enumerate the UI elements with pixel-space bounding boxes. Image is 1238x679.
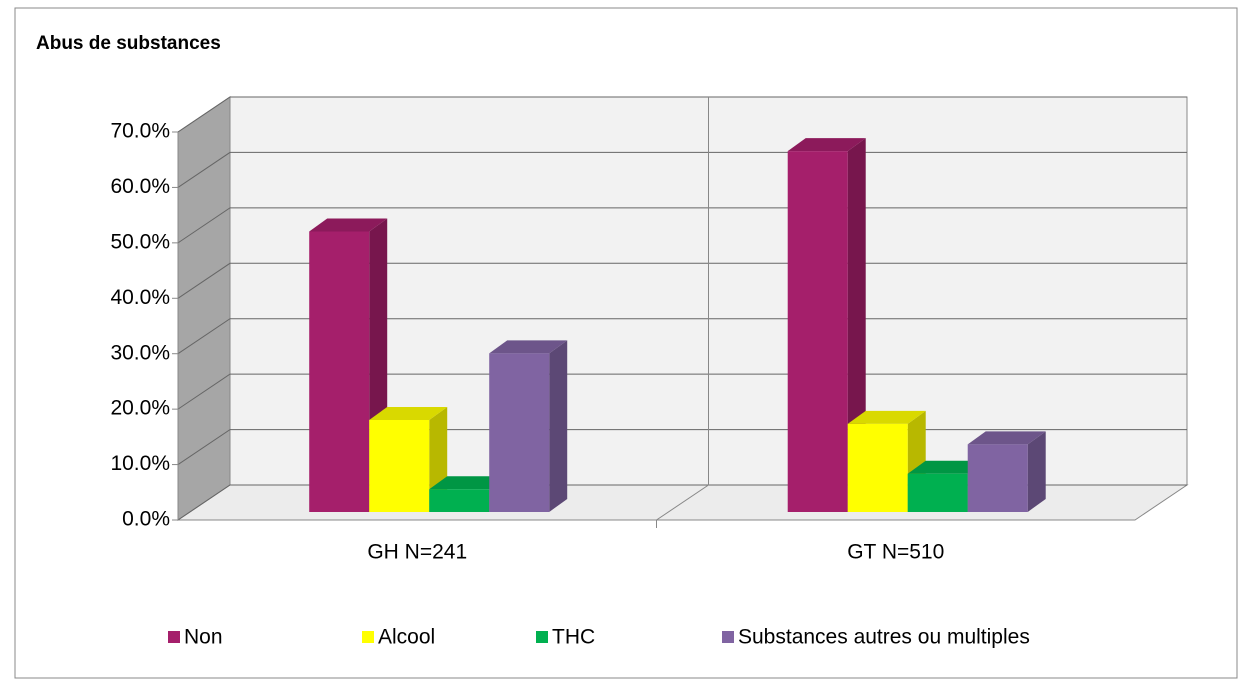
legend-swatch <box>722 631 734 643</box>
y-tick-label: 50.0% <box>110 230 170 253</box>
side-wall <box>177 96 231 521</box>
bar-front <box>907 473 968 512</box>
bar-side <box>1027 431 1046 512</box>
legend-label: Non <box>184 626 223 649</box>
grid-line <box>177 373 1187 410</box>
grid-line <box>177 151 1187 188</box>
legend-swatch <box>168 631 180 643</box>
y-tick-label: 30.0% <box>110 341 170 364</box>
y-tick-label: 70.0% <box>110 120 170 143</box>
bar-front <box>369 419 430 512</box>
bar-top <box>429 476 508 490</box>
bar-front <box>847 423 908 512</box>
bar-front <box>967 444 1028 512</box>
bar <box>967 431 1046 512</box>
y-tick-label: 20.0% <box>110 397 170 420</box>
bar-top <box>847 410 926 424</box>
y-tick-label: 10.0% <box>110 452 170 475</box>
x-tick-label: GT N=510 <box>847 541 944 564</box>
category-divider <box>656 97 709 528</box>
y-tick-label: 0.0% <box>122 508 170 531</box>
grid-line <box>177 207 1187 244</box>
bar-top <box>967 431 1046 445</box>
chart-title: Abus de substances <box>36 33 221 54</box>
legend-label: Substances autres ou multiples <box>738 626 1030 649</box>
grid-line <box>177 318 1187 355</box>
legend-label: THC <box>552 626 595 649</box>
legend-swatch <box>362 631 374 643</box>
y-tick-label: 40.0% <box>110 286 170 309</box>
bar <box>369 406 448 512</box>
bar-top <box>787 138 866 152</box>
bar-front <box>429 489 490 512</box>
legend-label: Alcool <box>378 626 435 649</box>
bar <box>847 410 926 512</box>
bar-top <box>489 340 568 354</box>
grid-line <box>177 96 1187 133</box>
bar-top <box>907 460 986 474</box>
y-tick-label: 60.0% <box>110 175 170 198</box>
bar-front <box>489 353 550 512</box>
grid-line <box>177 262 1187 299</box>
bar-side <box>549 340 568 512</box>
bar-front <box>787 151 848 512</box>
bar <box>489 340 568 512</box>
legend-swatch <box>536 631 548 643</box>
bar-top <box>309 218 388 232</box>
bar-front <box>309 231 370 512</box>
bar-top <box>369 406 448 420</box>
x-tick-label: GH N=241 <box>367 541 467 564</box>
